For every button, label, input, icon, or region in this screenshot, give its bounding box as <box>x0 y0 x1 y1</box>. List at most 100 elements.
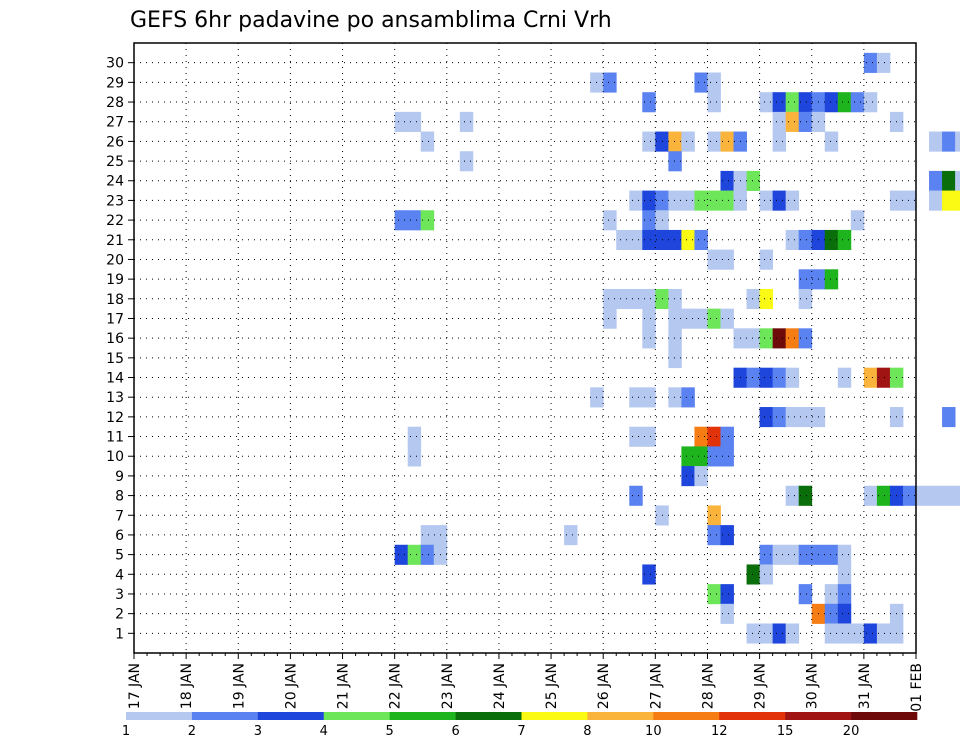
heatmap-cell <box>772 328 787 349</box>
x-tick-label: 17 JAN <box>127 663 143 709</box>
x-tick-label: 01 FEB <box>909 663 925 712</box>
heatmap-cell <box>785 623 800 644</box>
heatmap-cell <box>394 210 409 231</box>
heatmap-cell <box>863 367 878 388</box>
legend-swatch <box>851 712 918 720</box>
heatmap-cell <box>942 407 956 428</box>
heatmap-cell <box>916 485 930 506</box>
y-tick-label: 20 <box>106 252 124 268</box>
y-tick-label: 24 <box>106 174 124 190</box>
y-tick-label: 2 <box>115 607 124 623</box>
x-tick-label: 23 JAN <box>440 663 456 709</box>
x-tick-label: 21 JAN <box>336 663 352 709</box>
y-tick-label: 12 <box>106 410 124 426</box>
heatmap-cell <box>772 544 787 565</box>
legend-swatch <box>389 712 456 720</box>
heatmap-cell <box>707 525 721 546</box>
heatmap-cell <box>850 92 865 113</box>
heatmap-cell <box>785 485 800 506</box>
x-tick-label: 22 JAN <box>388 663 404 709</box>
legend-label: 15 <box>777 724 794 739</box>
heatmap-cell <box>616 229 630 251</box>
heatmap-cell <box>837 603 852 624</box>
legend-label: 5 <box>386 724 394 739</box>
heatmap-cell <box>785 544 800 565</box>
heatmap-cell <box>681 446 695 467</box>
heatmap-cell <box>759 407 774 428</box>
heatmap-cell <box>863 623 878 644</box>
legend-label: 4 <box>320 724 328 739</box>
heatmap-cell <box>850 210 865 231</box>
legend-label: 7 <box>517 724 525 739</box>
heatmap-cell <box>929 190 943 211</box>
heatmap-cell <box>759 92 774 113</box>
heatmap-cell <box>876 485 891 506</box>
x-tick-label: 25 JAN <box>544 663 560 709</box>
heatmap-cell <box>824 584 839 605</box>
heatmap-cell <box>876 52 891 73</box>
heatmap-cell <box>681 387 695 408</box>
heatmap-cell <box>876 623 891 644</box>
heatmap-cell <box>863 92 878 113</box>
legend-label: 1 <box>122 724 130 739</box>
heatmap-cell <box>902 190 917 211</box>
heatmap-cell <box>746 328 760 349</box>
heatmap-cell <box>798 584 813 605</box>
heatmap-cell <box>629 426 643 447</box>
x-tick-label: 24 JAN <box>492 663 508 709</box>
x-tick-label: 31 JAN <box>857 663 873 709</box>
heatmap-cell <box>642 131 656 152</box>
heatmap-cell <box>668 308 682 329</box>
heatmap-cell <box>837 92 852 113</box>
heatmap-cell <box>824 269 839 290</box>
heatmap-cell <box>603 210 617 231</box>
heatmap-cell <box>642 190 656 211</box>
heatmap-cell <box>694 426 708 447</box>
legend-swatch <box>191 712 259 720</box>
heatmap-cell <box>629 387 643 408</box>
heatmap-cell <box>720 190 734 211</box>
legend-label: 20 <box>843 724 860 739</box>
heatmap-cell <box>772 131 787 152</box>
heatmap-cell <box>629 229 643 251</box>
heatmap-cell <box>642 426 656 447</box>
x-tick-label: 26 JAN <box>596 663 612 709</box>
heatmap-cell <box>694 72 708 93</box>
heatmap-cell <box>785 407 800 428</box>
heatmap-cell <box>798 269 813 290</box>
heatmap-cell <box>668 151 682 172</box>
heatmap-cell <box>407 210 422 231</box>
heatmap-cell <box>759 288 774 310</box>
heatmap-cell <box>785 92 800 113</box>
heatmap-cell <box>772 623 787 644</box>
heatmap-cell <box>759 544 774 565</box>
heatmap-cell <box>942 485 956 506</box>
heatmap-cell <box>459 151 474 172</box>
legend-label: 2 <box>188 724 196 739</box>
heatmap-cell <box>642 328 656 349</box>
heatmap-cell <box>798 544 813 565</box>
y-tick-label: 3 <box>115 587 124 603</box>
heatmap-cell <box>759 328 774 349</box>
y-tick-label: 14 <box>106 371 124 387</box>
heatmap-cell <box>720 131 734 152</box>
y-tick-label: 8 <box>115 489 124 505</box>
heatmap-cell <box>681 190 695 211</box>
heatmap-cell <box>642 387 656 408</box>
heatmap-cell <box>707 584 721 605</box>
heatmap-cell <box>707 249 721 270</box>
heatmap-cell <box>720 249 734 270</box>
heatmap-cell <box>850 623 865 644</box>
heatmap-cell <box>707 308 721 329</box>
heatmap-cell <box>720 584 734 605</box>
heatmap-cell <box>863 485 878 506</box>
heatmap-cell <box>707 190 721 211</box>
heatmap-cell <box>720 525 734 546</box>
legend-swatch <box>785 712 852 720</box>
heatmap-cell <box>798 229 813 251</box>
heatmap-cell <box>668 131 682 152</box>
y-tick-label: 4 <box>115 567 124 583</box>
heatmap-cell <box>720 308 734 329</box>
legend-swatch <box>719 712 786 720</box>
